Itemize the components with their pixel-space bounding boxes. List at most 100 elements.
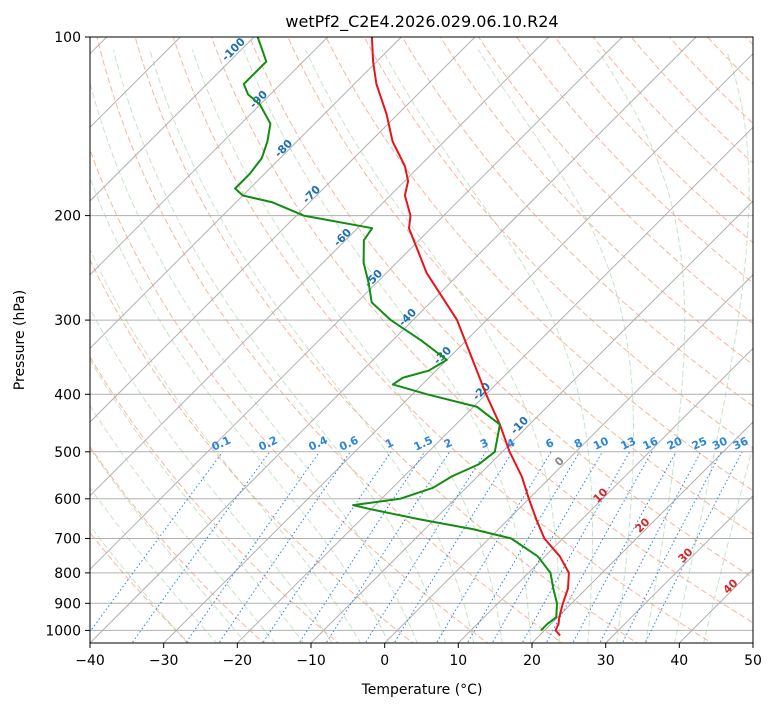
- isotherm-gridline: [310, 200, 753, 643]
- dry-adiabat-line: [706, 37, 753, 85]
- mixing-ratio-label: 0.1: [210, 434, 233, 454]
- isotherm-gridline: [90, 37, 550, 497]
- dry-adiabat-line: [363, 37, 753, 449]
- isotherm-gridline: [457, 347, 753, 643]
- moist-adiabat-line: [243, 49, 532, 643]
- y-tick-label: 200: [54, 209, 81, 225]
- mixing-ratio-label: 3: [478, 436, 490, 451]
- dry-adiabat-line: [668, 37, 753, 125]
- dry-adiabat-label: -70: [300, 183, 323, 206]
- y-tick-label: 1000: [45, 623, 81, 639]
- mixing-ratio-line: [185, 451, 321, 643]
- moist-adiabat-label: 40: [721, 576, 741, 596]
- x-tick-label: −30: [149, 653, 179, 669]
- mixing-ratio-label: 13: [619, 435, 638, 453]
- moist-adiabat-line: [90, 447, 247, 643]
- moist-adiabat-label: 10: [591, 485, 611, 505]
- isotherm-gridline: [531, 421, 753, 643]
- x-tick-label: 30: [597, 653, 615, 669]
- y-tick-label: 300: [54, 313, 81, 329]
- y-tick-label: 900: [54, 596, 81, 612]
- guide-labels: 0.1 0.2 0.4 0.6 1 1.5 2 3 4 6 8 10 13 16 20 25 30 36-100-…: [210, 37, 751, 597]
- y-axis-label: Pressure (hPa): [12, 290, 28, 390]
- isotherm-gridline: [90, 37, 697, 643]
- dry-adiabat-line: [210, 37, 753, 624]
- mixing-ratio-line: [599, 451, 702, 643]
- moist-adiabat-line: [90, 248, 362, 643]
- moist-adiabat-label: 20: [633, 515, 653, 535]
- dry-adiabat-line: [516, 37, 753, 284]
- moist-adiabat-line: [90, 80, 418, 643]
- moist-adiabat-line: [90, 358, 305, 643]
- moist-adiabat-line: [596, 49, 686, 643]
- moist-adiabat-line: [703, 443, 753, 643]
- y-tick-label: 700: [54, 532, 81, 548]
- mixing-ratio-label: 0.6: [337, 433, 360, 453]
- mixing-ratio-label: 0.4: [307, 433, 330, 453]
- moist-adiabat-line: [149, 49, 475, 643]
- mixing-ratio-label: 25: [690, 435, 709, 453]
- mixing-ratio-line: [131, 451, 271, 643]
- isotherm-gridline: [236, 126, 753, 643]
- x-tick-label: −20: [223, 653, 253, 669]
- dry-adiabat-line: [771, 24, 775, 646]
- dry-adiabat-label: -10: [508, 414, 531, 437]
- dry-adiabat-label: -90: [247, 88, 270, 111]
- dry-adiabat-line: [287, 37, 753, 535]
- y-tick-label: 100: [54, 30, 81, 46]
- dewpoint-line: [234, 37, 558, 632]
- isotherm-gridline: [90, 37, 623, 571]
- mixing-ratio-line: [466, 451, 581, 643]
- dry-adiabat-line: [134, 37, 638, 643]
- mixing-ratio-label: 1.5: [412, 434, 435, 454]
- mixing-ratio-line: [491, 451, 603, 643]
- moist-adiabat-line: [112, 49, 447, 643]
- moist-adiabat-line: [90, 404, 276, 643]
- moist-adiabat-label: 0: [552, 454, 567, 469]
- dry-adiabat-line: [325, 37, 753, 492]
- mixing-ratio-line: [262, 451, 392, 643]
- mixing-ratio-label: 0.2: [257, 434, 280, 454]
- moist-adiabat-line: [90, 176, 390, 643]
- x-tick-label: 0: [380, 653, 389, 669]
- y-tick-label: 600: [54, 492, 81, 508]
- x-tick-label: −40: [75, 653, 105, 669]
- moist-adiabat-line: [90, 486, 218, 643]
- dry-adiabat-line: [401, 37, 753, 407]
- moist-adiabat-line: [191, 49, 503, 643]
- mixing-ratio-label: 30: [710, 434, 730, 452]
- x-tick-label: 50: [744, 653, 762, 669]
- isotherm-gridline: [752, 642, 753, 643]
- moist-adiabat-line: [477, 49, 634, 643]
- y-tick-label: 500: [54, 445, 81, 461]
- mixing-ratio-line: [218, 451, 351, 643]
- mixing-ratio-line: [621, 451, 722, 643]
- x-tick-label: 20: [523, 653, 541, 669]
- moist-adiabat-line: [381, 49, 593, 643]
- sounding-traces: [234, 37, 570, 637]
- mixing-ratio-line: [572, 451, 677, 643]
- dry-adiabat-line: [439, 37, 753, 366]
- mixing-ratio-label: 6: [544, 436, 557, 451]
- mixing-ratio-line: [393, 451, 513, 643]
- moist-adiabat-line: [305, 49, 560, 643]
- mixing-ratio-label: 10: [591, 434, 611, 452]
- mixing-ratio-line: [90, 451, 224, 633]
- dry-adiabat-line: [90, 258, 414, 643]
- dry-adiabat-label: -60: [331, 226, 354, 249]
- plot-frame: [89, 36, 754, 644]
- dry-adiabat-line: [745, 37, 753, 46]
- isotherm-gridline: [163, 52, 753, 643]
- x-tick-label: 40: [670, 653, 688, 669]
- isotherm-gridline: [90, 37, 402, 350]
- mixing-ratio-line: [644, 451, 743, 643]
- isotherm-gridline: [384, 273, 753, 643]
- x-axis-label: Temperature (°C): [361, 682, 483, 698]
- mixing-ratio-label: 20: [665, 434, 685, 452]
- mixing-ratio-line: [325, 451, 451, 643]
- isotherm-gridline: [90, 37, 476, 423]
- isotherm-gridline: [90, 37, 255, 202]
- dry-adiabat-line: [96, 37, 564, 643]
- mixing-ratio-label: 16: [641, 434, 661, 452]
